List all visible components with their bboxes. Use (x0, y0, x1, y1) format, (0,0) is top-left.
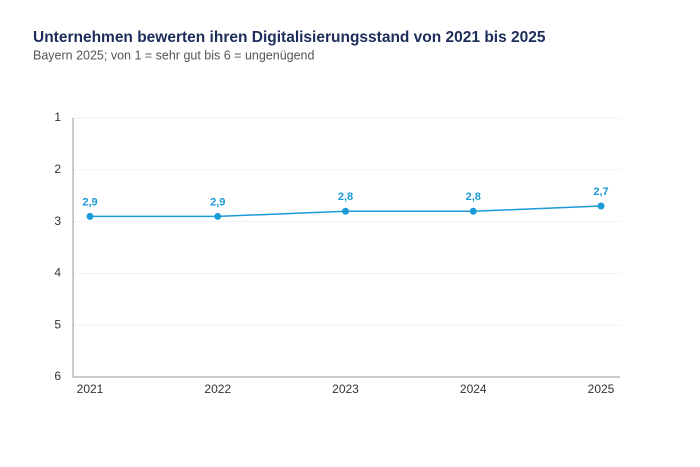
chart-title: Unternehmen bewerten ihren Digitalisieru… (33, 29, 546, 46)
value-label: 2,9 (82, 196, 97, 208)
y-tick-label: 4 (54, 266, 61, 280)
y-tick-label: 6 (54, 369, 61, 383)
value-label: 2,7 (593, 186, 608, 198)
point (214, 212, 222, 220)
point (469, 207, 477, 215)
point (86, 212, 94, 220)
x-tick-label: 2024 (460, 382, 487, 396)
value-label: 2,9 (210, 196, 225, 208)
y-tick-label: 1 (54, 110, 61, 124)
point (342, 207, 349, 215)
x-tick-label: 2025 (588, 382, 615, 396)
point (597, 202, 605, 210)
x-tick-label: 2021 (77, 382, 104, 396)
chart-subtitle: Bayern 2025; von 1 = sehr gut bis 6 = un… (33, 48, 315, 62)
x-tick-label: 2022 (204, 382, 231, 396)
y-tick-label: 5 (54, 317, 61, 331)
value-label: 2,8 (338, 191, 353, 203)
value-label: 2,8 (466, 191, 481, 203)
y-tick-label: 2 (54, 162, 61, 176)
x-tick-label: 2023 (332, 382, 359, 396)
y-tick-label: 3 (54, 214, 61, 228)
